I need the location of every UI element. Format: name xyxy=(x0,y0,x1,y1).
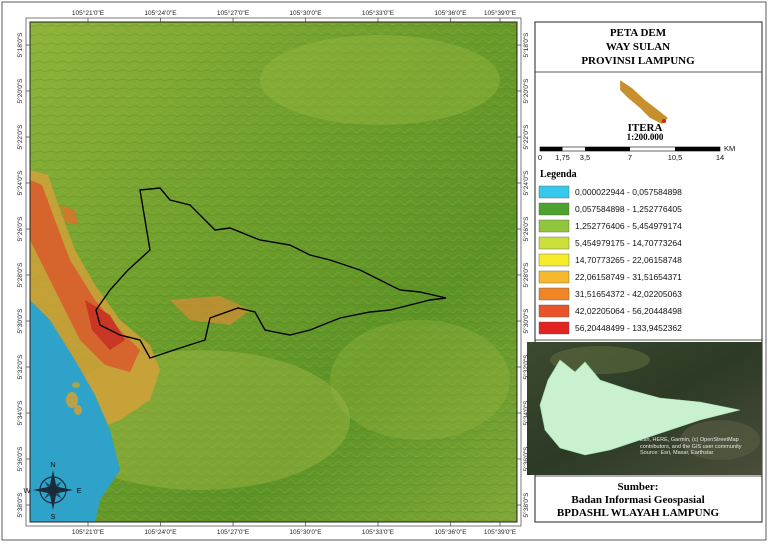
legend-label: 5,454979175 - 14,70773264 xyxy=(575,238,682,248)
legend-swatch xyxy=(538,253,570,267)
latitude-label: 5°36'0"S xyxy=(522,446,530,472)
latitude-label: 5°30'0"S xyxy=(522,308,530,334)
scale-label: 10,5 xyxy=(668,153,683,162)
latitude-label: 5°30'0"S xyxy=(16,308,24,334)
legend-swatch xyxy=(538,202,570,216)
longitude-label: 105°24'0"E xyxy=(144,9,177,17)
scale-label: 1,75 xyxy=(555,153,570,162)
longitude-label: 105°24'0"E xyxy=(144,528,177,536)
compass-n: N xyxy=(50,460,55,469)
latitude-label: 5°22'0"S xyxy=(522,124,530,150)
inset-credit: Esri, HERE, Garmin, (c) OpenStreetMap co… xyxy=(640,437,742,456)
map-frame xyxy=(29,21,518,523)
legend-label: 56,20448499 - 133,9452362 xyxy=(575,323,682,333)
latitude-label: 5°32'0"S xyxy=(522,354,530,380)
latitude-label: 5°32'0"S xyxy=(16,354,24,380)
latitude-label: 5°22'0"S xyxy=(16,124,24,150)
longitude-label: 105°27'0"E xyxy=(217,9,250,17)
longitude-label: 105°21'0"E xyxy=(72,9,105,17)
scale-label: 14 xyxy=(716,153,724,162)
scale-label: 7 xyxy=(628,153,632,162)
legend-label: 0,057584898 - 1,252776405 xyxy=(575,204,682,214)
compass-rose: N S E W xyxy=(23,460,81,521)
title-line: WAY SULAN xyxy=(606,41,670,53)
latitude-label: 5°26'0"S xyxy=(16,216,24,242)
latitude-label: 5°28'0"S xyxy=(16,262,24,288)
legend-swatch xyxy=(538,185,570,199)
longitude-label: 105°30'0"E xyxy=(289,9,322,17)
scale-label: 0 xyxy=(538,153,542,162)
source-line: BPDASHL WLAYAH LAMPUNG xyxy=(557,507,720,519)
legend-title: Legenda xyxy=(540,169,577,180)
latitude-label: 5°38'0"S xyxy=(16,492,24,518)
graticule-frame xyxy=(25,17,522,527)
scale-unit: KM xyxy=(724,144,735,153)
legend-label: 22,06158749 - 31,51654371 xyxy=(575,272,682,282)
legend-label: 0,000022944 - 0,057584898 xyxy=(575,187,682,197)
scale-bar-segment xyxy=(675,147,720,151)
longitude-label: 105°39'0"E xyxy=(484,528,517,536)
logo xyxy=(619,79,669,125)
legend-swatch xyxy=(538,219,570,233)
longitude-label: 105°21'0"E xyxy=(72,528,105,536)
latitude-label: 5°24'0"S xyxy=(522,170,530,196)
latitude-label: 5°24'0"S xyxy=(16,170,24,196)
legend-label: 14,70773265 - 22,06158748 xyxy=(575,255,682,265)
watershed-boundary xyxy=(95,187,447,359)
scale-bar-segment xyxy=(540,147,563,151)
inset-map: Esri, HERE, Garmin, (c) OpenStreetMap co… xyxy=(527,342,762,475)
logo-name: ITERA xyxy=(628,122,663,134)
longitude-label: 105°36'0"E xyxy=(434,528,467,536)
scale-bar-segment xyxy=(585,147,630,151)
legend-swatch xyxy=(538,236,570,250)
side-panel: PETA DEM WAY SULAN PROVINSI LAMPUNG ITER… xyxy=(527,21,763,523)
latitude-label: 5°20'0"S xyxy=(522,78,530,104)
legend-swatch xyxy=(538,304,570,318)
latitude-label: 5°38'0"S xyxy=(522,492,530,518)
latitude-label: 5°36'0"S xyxy=(16,446,24,472)
latitude-label: 5°20'0"S xyxy=(16,78,24,104)
legend-swatch xyxy=(538,287,570,301)
legend-label: 31,51654372 - 42,02205063 xyxy=(575,289,682,299)
legend: 0,000022944 - 0,057584898 0,057584898 - 1… xyxy=(538,185,682,335)
latitude-label: 5°26'0"S xyxy=(522,216,530,242)
longitude-label: 105°33'0"E xyxy=(362,9,395,17)
source-heading: Sumber: xyxy=(618,481,659,493)
legend-swatch xyxy=(538,270,570,284)
legend-label: 42,02205064 - 56,20448498 xyxy=(575,306,682,316)
longitude-label: 105°39'0"E xyxy=(484,9,517,17)
latitude-label: 5°18'0"S xyxy=(16,32,24,58)
latitude-label: 5°34'0"S xyxy=(522,400,530,426)
longitude-label: 105°36'0"E xyxy=(434,9,467,17)
longitude-label: 105°27'0"E xyxy=(217,528,250,536)
legend-swatch xyxy=(538,321,570,335)
source-line: Badan Informasi Geospasial xyxy=(571,494,704,506)
dem-map xyxy=(30,22,517,522)
title-line: PROVINSI LAMPUNG xyxy=(581,55,695,67)
title-line: PETA DEM xyxy=(610,27,667,39)
scale-ratio: 1:200.000 xyxy=(627,132,664,142)
latitude-label: 5°34'0"S xyxy=(16,400,24,426)
latitude-label: 5°28'0"S xyxy=(522,262,530,288)
compass-w: W xyxy=(23,486,31,495)
compass-s: S xyxy=(50,512,55,521)
coordinate-labels: 105°21'0"E 105°21'0"E 105°24'0"E 105°24'0"E… xyxy=(16,9,530,536)
latitude-label: 5°18'0"S xyxy=(522,32,530,58)
longitude-label: 105°30'0"E xyxy=(289,528,322,536)
scale-label: 3,5 xyxy=(580,153,590,162)
legend-label: 1,252776406 - 5,454979174 xyxy=(575,221,682,231)
longitude-label: 105°33'0"E xyxy=(362,528,395,536)
compass-e: E xyxy=(76,486,81,495)
